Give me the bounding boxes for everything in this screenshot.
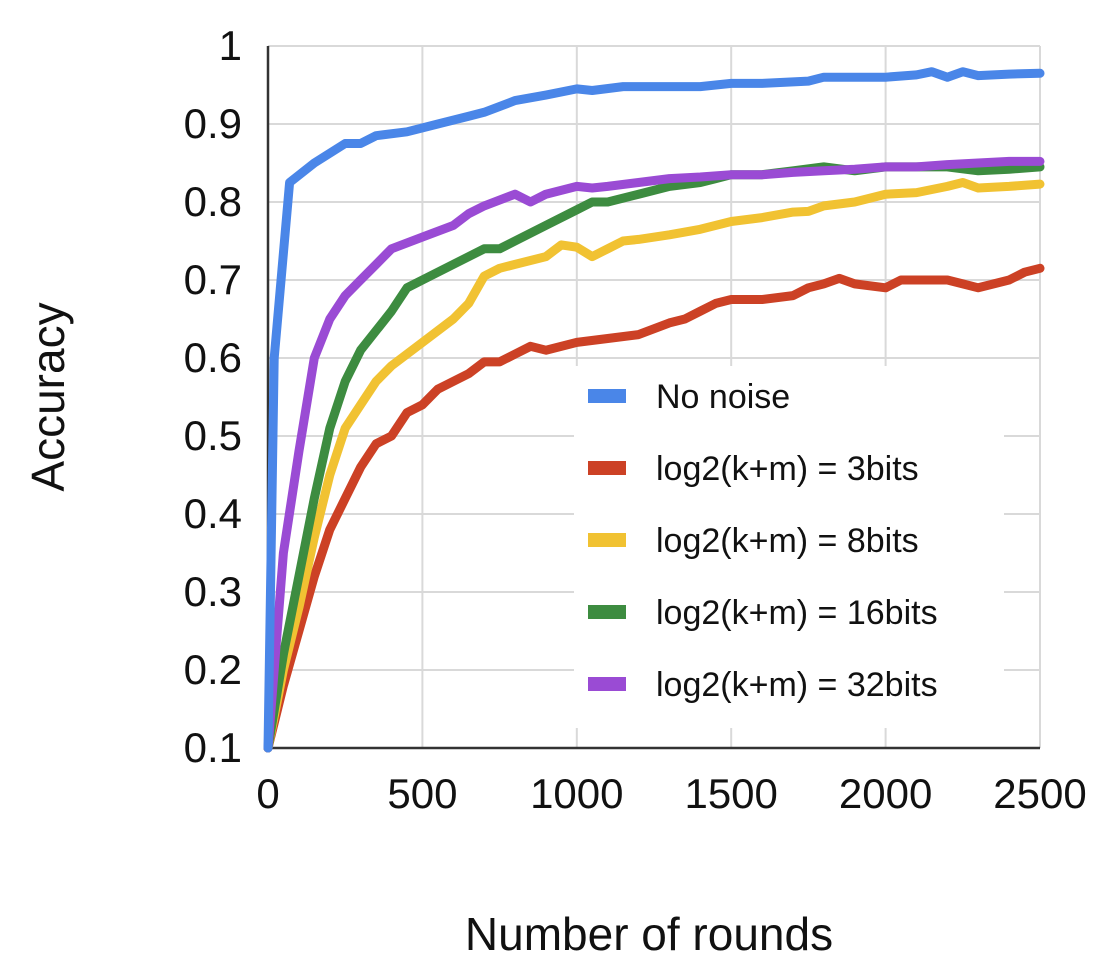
legend-label: log2(k+m) = 8bits (656, 522, 919, 560)
series-line-4 (263, 156, 1045, 753)
legend-label: log2(k+m) = 32bits (656, 666, 938, 704)
x-tick-label: 1000 (530, 770, 623, 817)
y-tick-label: 0.5 (184, 412, 242, 459)
y-tick-label: 0.4 (184, 490, 242, 537)
y-tick-label: 0.8 (184, 178, 242, 225)
x-axis-title: Number of rounds (465, 908, 833, 960)
series-line-2 (263, 178, 1045, 753)
legend-label: No noise (656, 378, 790, 416)
y-axis-title: Accuracy (22, 302, 74, 491)
x-tick-label: 1500 (684, 770, 777, 817)
legend: No noise log2(k+m) = 3bits log2(k+m) = 8bi… (574, 366, 1004, 728)
x-tick-label: 2000 (839, 770, 932, 817)
legend-label: log2(k+m) = 16bits (656, 594, 938, 632)
x-tick-label: 500 (387, 770, 457, 817)
y-tick-label: 0.9 (184, 100, 242, 147)
axis-labels: Accuracy Number of rounds (22, 302, 833, 960)
x-tick-label: 0 (256, 770, 279, 817)
legend-label: log2(k+m) = 3bits (656, 450, 919, 488)
y-tick-label: 0.1 (184, 724, 242, 771)
legend-box (574, 366, 1004, 728)
y-tick-label: 0.3 (184, 568, 242, 615)
series-lines (263, 67, 1045, 753)
x-tick-label: 2500 (993, 770, 1086, 817)
axes: 0.1 0.2 0.3 0.4 0.5 0.6 0.7 0.8 0.9 1 0 500 1000 1500… (184, 22, 1087, 817)
y-tick-label: 1 (219, 22, 242, 69)
y-tick-label: 0.2 (184, 646, 242, 693)
series-line-0 (263, 67, 1045, 753)
series-line-1 (263, 263, 1045, 753)
y-tick-label: 0.7 (184, 256, 242, 303)
y-tick-label: 0.6 (184, 334, 242, 381)
